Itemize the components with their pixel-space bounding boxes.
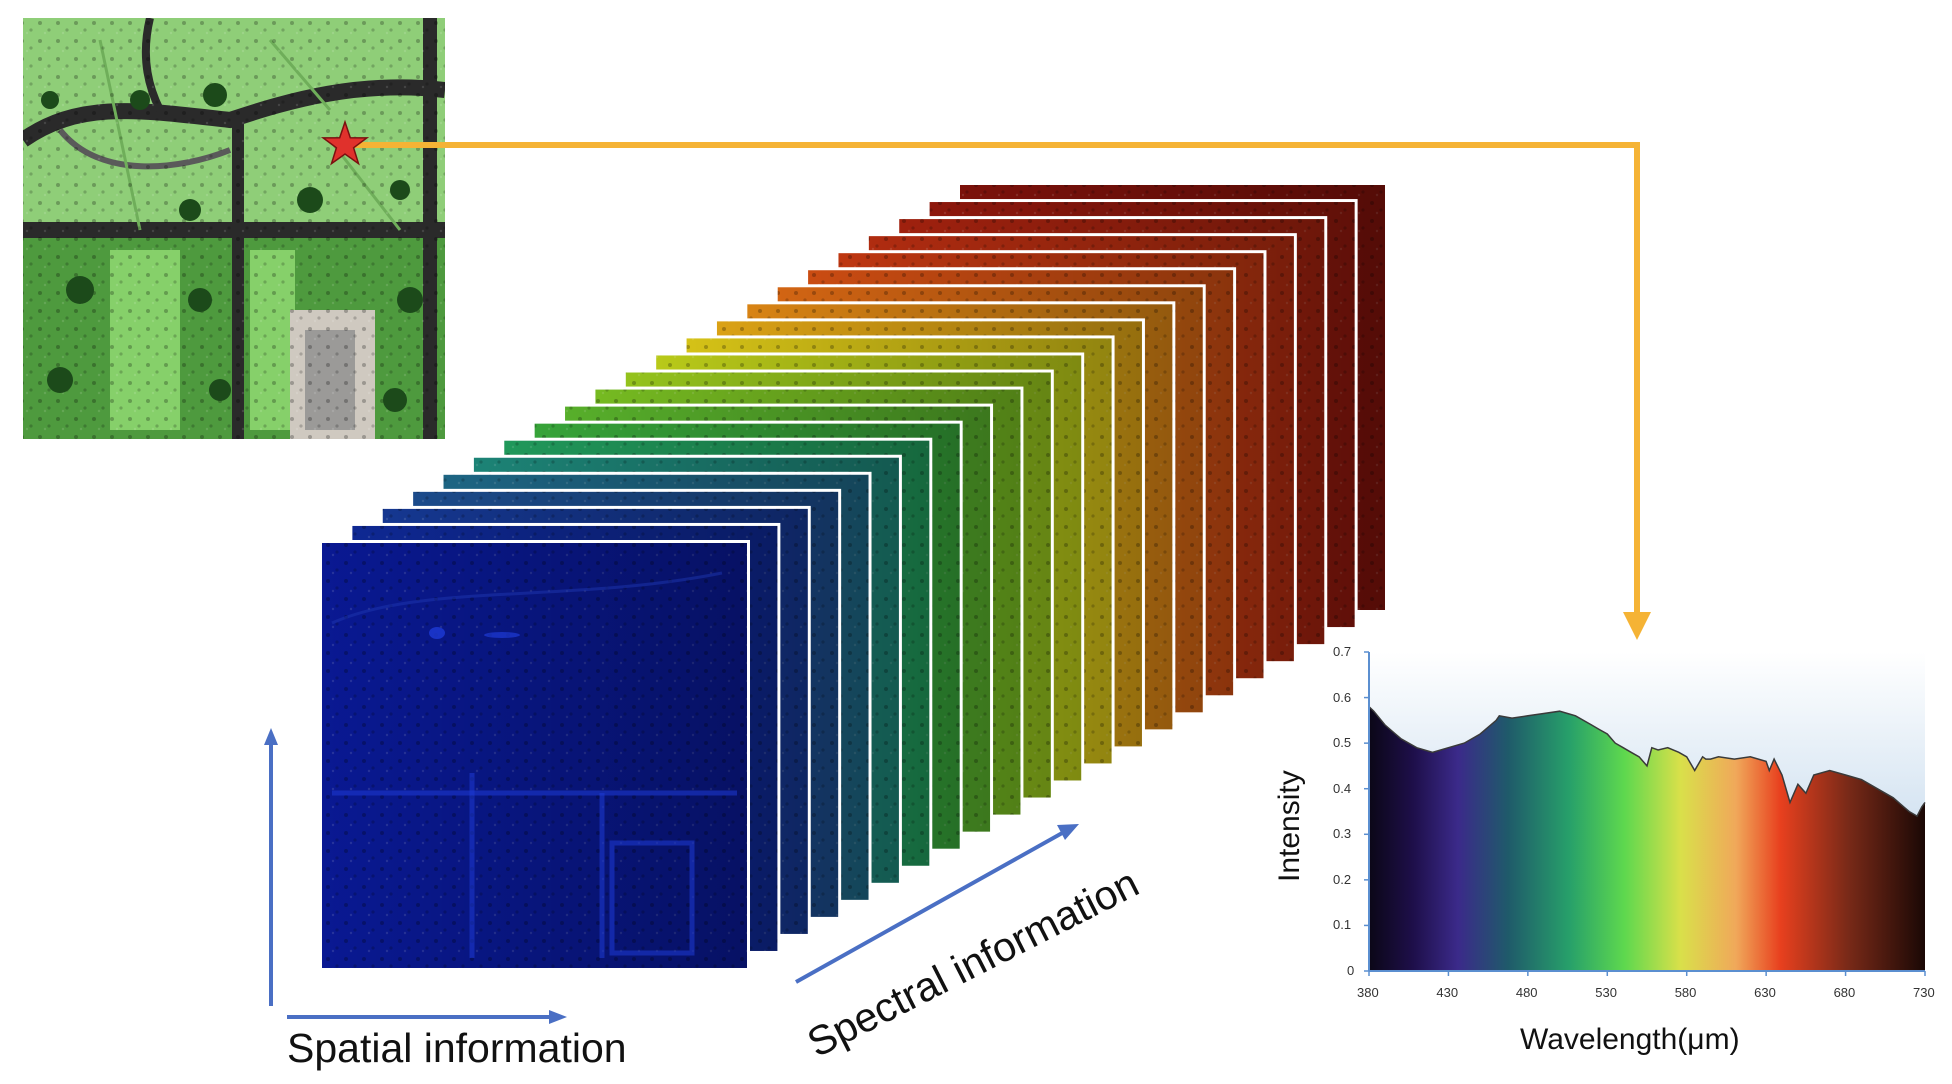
chart-y-tick-label: 0 (1347, 963, 1355, 978)
chart-x-axis-label: Wavelength(μm) (1520, 1023, 1740, 1056)
spatial-information-label: Spatial information (287, 1025, 627, 1071)
chart-y-tick-label: 0.3 (1333, 826, 1352, 842)
hyperspectral-cube (319, 182, 1388, 971)
spectral-axis-arrow (795, 824, 1079, 984)
chart-y-tick-label: 0.6 (1333, 689, 1352, 705)
spectrum-chart (1364, 651, 1926, 976)
spatial-axis-horizontal-arrow (287, 1010, 567, 1024)
spectral-band-layer (319, 540, 750, 971)
star-marker-icon (320, 119, 370, 166)
chart-x-tick-label: 630 (1754, 985, 1776, 1000)
chart-y-tick-label: 0.2 (1333, 871, 1352, 887)
chart-x-tick-label: 580 (1674, 985, 1697, 1000)
chart-x-tick-label: 530 (1595, 985, 1617, 1000)
aerial-map-image (23, 18, 445, 439)
spatial-axis-vertical-arrow (264, 728, 278, 1006)
chart-x-tick-label: 730 (1913, 985, 1935, 1000)
spectrum-area (1369, 706, 1925, 971)
chart-y-tick-label: 0.7 (1333, 644, 1352, 659)
chart-x-tick-label: 380 (1357, 985, 1379, 1000)
chart-y-tick-label: 0.4 (1333, 780, 1352, 796)
connector-arrowhead (1623, 612, 1651, 640)
chart-y-axis-label: Intensity (1273, 770, 1306, 882)
spectrum-line (1368, 706, 1926, 818)
chart-x-tick-label: 480 (1515, 985, 1538, 1000)
chart-y-tick-label: 0.1 (1333, 917, 1352, 933)
chart-x-tick-label: 680 (1833, 985, 1856, 1000)
connector-arrow (345, 142, 1640, 618)
chart-x-tick-label: 430 (1436, 985, 1459, 1000)
chart-y-tick-label: 0.5 (1333, 735, 1352, 751)
